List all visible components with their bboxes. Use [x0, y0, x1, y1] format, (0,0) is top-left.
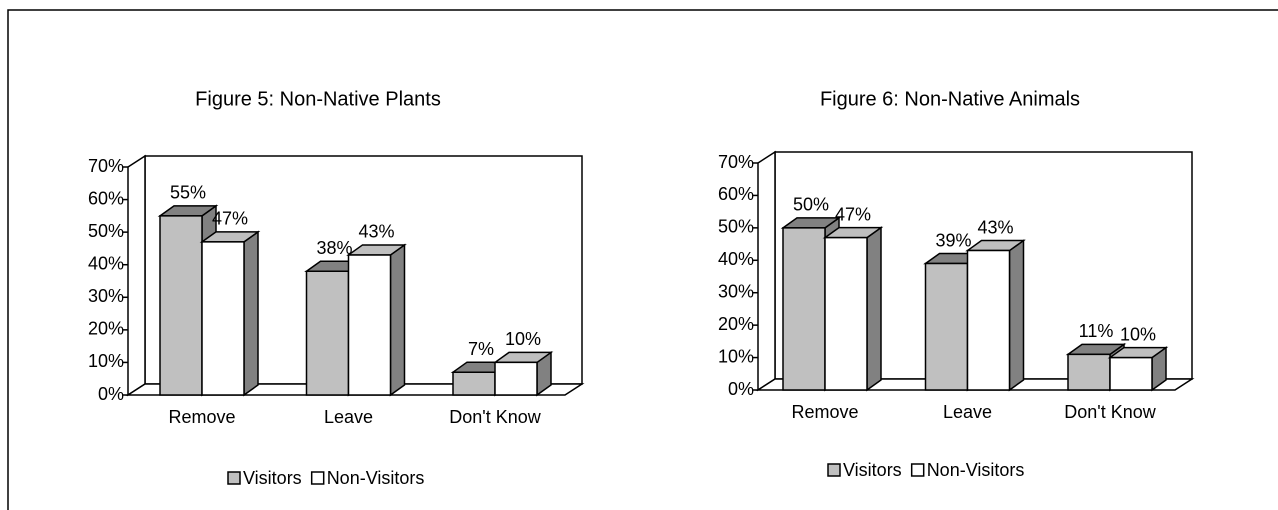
- bar: [346, 243, 407, 397]
- data-label: 43%: [977, 217, 1013, 237]
- bar-face: [1109, 356, 1153, 391]
- data-label: 39%: [935, 230, 971, 250]
- y-tick-label: 20%: [718, 314, 754, 334]
- y-tick-label: 30%: [88, 286, 124, 306]
- bar-face: [966, 249, 1011, 391]
- data-label: 55%: [170, 183, 206, 203]
- y-tick-label: 10%: [88, 351, 124, 371]
- chart-title: Figure 6: Non-Native Animals: [820, 88, 1080, 110]
- bar-face: [201, 241, 245, 396]
- legend-swatch: [827, 463, 841, 477]
- bar-face: [243, 230, 259, 397]
- data-label: 11%: [1079, 321, 1114, 341]
- x-tick-label: Leave: [943, 402, 992, 422]
- bar: [822, 226, 884, 392]
- y-tick-label: 40%: [718, 249, 754, 269]
- y-tick-label: 70%: [88, 156, 124, 176]
- y-tick-label: 70%: [718, 152, 754, 172]
- x-tick-label: Don't Know: [449, 407, 541, 427]
- bar: [492, 350, 554, 397]
- frame: [7, 9, 1278, 510]
- data-label: 50%: [793, 195, 829, 215]
- legend-label: Visitors: [243, 468, 302, 488]
- y-tick-label: 10%: [718, 346, 754, 366]
- y-tick-label: 0%: [728, 379, 754, 399]
- side-wall: [127, 154, 146, 397]
- chart-title: Figure 5: Non-Native Plants: [195, 88, 441, 110]
- data-label: 10%: [1120, 324, 1156, 344]
- data-label: 7%: [468, 339, 494, 359]
- bar: [1107, 346, 1169, 392]
- y-tick-label: 30%: [718, 281, 754, 301]
- y-tick-label: 60%: [718, 184, 754, 204]
- x-tick-label: Remove: [168, 407, 235, 427]
- bar-face: [1008, 239, 1025, 392]
- bar: [199, 230, 261, 397]
- data-label: 10%: [505, 329, 541, 349]
- side-wall: [757, 150, 776, 392]
- x-tick-label: Don't Know: [1064, 402, 1156, 422]
- legend-label: Non-Visitors: [327, 468, 425, 488]
- y-tick-label: 50%: [718, 217, 754, 237]
- bar: [965, 239, 1026, 392]
- bar-face: [389, 243, 406, 397]
- x-tick-label: Leave: [324, 407, 373, 427]
- y-tick-label: 60%: [88, 188, 124, 208]
- bar-face: [494, 361, 538, 396]
- bar-face: [924, 262, 969, 391]
- legend-swatch: [310, 471, 325, 485]
- bar-face: [159, 215, 203, 396]
- legend-swatch: [227, 471, 241, 485]
- y-tick-label: 50%: [88, 221, 124, 241]
- bar-face: [347, 254, 392, 396]
- x-tick-label: Remove: [791, 402, 858, 422]
- bar-face: [782, 227, 826, 391]
- legend-label: Non-Visitors: [927, 460, 1025, 480]
- legend-label: Visitors: [843, 460, 902, 480]
- bar-face: [1067, 353, 1111, 391]
- y-tick-label: 40%: [88, 253, 124, 273]
- legend-swatch: [910, 463, 925, 477]
- data-label: 38%: [316, 238, 352, 258]
- bar-face: [452, 371, 496, 396]
- data-label: 47%: [212, 209, 248, 229]
- y-tick-label: 20%: [88, 319, 124, 339]
- bar-face: [824, 236, 868, 391]
- bar-face: [866, 226, 882, 392]
- data-label: 47%: [835, 204, 871, 224]
- data-label: 43%: [358, 222, 394, 242]
- y-tick-label: 0%: [98, 384, 124, 404]
- bar-face: [305, 270, 350, 396]
